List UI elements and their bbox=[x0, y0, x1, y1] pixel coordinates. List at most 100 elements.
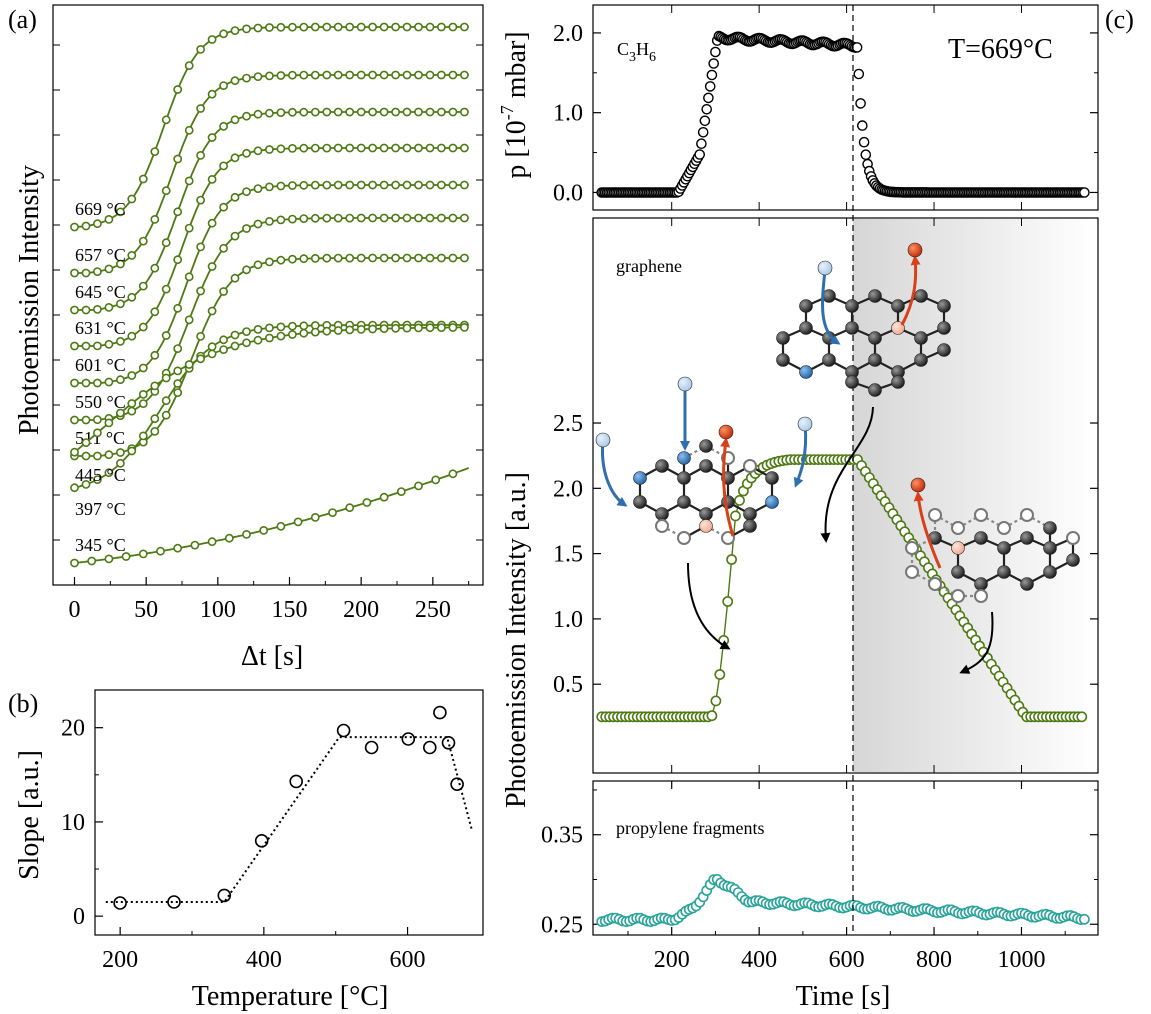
data-point bbox=[459, 253, 469, 263]
data-point bbox=[70, 305, 79, 315]
black-atom bbox=[765, 471, 779, 485]
data-point bbox=[230, 115, 240, 125]
data-point bbox=[276, 144, 286, 154]
data-point bbox=[70, 268, 79, 278]
data-point bbox=[230, 273, 240, 283]
data-point bbox=[116, 408, 125, 418]
data-point bbox=[448, 22, 458, 32]
data-point bbox=[184, 176, 194, 186]
series-line bbox=[74, 74, 469, 274]
black-atom bbox=[799, 321, 813, 335]
data-point bbox=[207, 133, 217, 142]
data-point bbox=[161, 331, 171, 340]
data-point bbox=[138, 399, 148, 408]
data-point bbox=[299, 180, 309, 190]
data-point bbox=[333, 107, 343, 117]
bond bbox=[1026, 514, 1051, 529]
data-point bbox=[379, 213, 389, 223]
data-point bbox=[299, 70, 309, 80]
data-point bbox=[173, 85, 183, 94]
series-label: 345 °C bbox=[75, 535, 126, 555]
data-point bbox=[264, 23, 274, 32]
vacancy-atom bbox=[1020, 508, 1034, 522]
graphene-label: graphene bbox=[616, 256, 682, 276]
data-point bbox=[402, 253, 412, 263]
data-point bbox=[161, 284, 171, 294]
data-point bbox=[104, 418, 114, 428]
data-point bbox=[336, 723, 351, 738]
black-atom bbox=[914, 331, 928, 345]
data-point bbox=[436, 70, 446, 80]
black-atom bbox=[937, 299, 951, 313]
data-point bbox=[150, 414, 160, 424]
data-point bbox=[113, 896, 127, 910]
data-point bbox=[242, 224, 251, 233]
data-point bbox=[1079, 187, 1090, 198]
data-point bbox=[81, 341, 91, 351]
data-point bbox=[87, 556, 97, 566]
data-point bbox=[173, 207, 183, 217]
black-atom bbox=[868, 289, 882, 303]
bond bbox=[934, 583, 959, 597]
data-point bbox=[173, 366, 183, 376]
panel-a-xlabel: Δt [s] bbox=[241, 641, 303, 672]
data-point bbox=[333, 180, 343, 190]
data-point bbox=[734, 494, 745, 506]
vacancy-atom bbox=[951, 521, 965, 535]
black-atom bbox=[951, 565, 965, 579]
x-tick-label: 250 bbox=[415, 597, 451, 623]
data-point bbox=[391, 22, 400, 32]
data-point bbox=[242, 338, 251, 348]
data-point bbox=[391, 107, 400, 117]
data-point bbox=[196, 286, 205, 296]
black-atom bbox=[974, 531, 988, 545]
black-atom bbox=[937, 343, 951, 357]
black-atom bbox=[677, 495, 691, 509]
data-point bbox=[276, 322, 286, 332]
data-point bbox=[276, 331, 286, 341]
data-point bbox=[368, 213, 377, 223]
panel-label-c: (c) bbox=[1105, 5, 1134, 34]
panel-c-bot-frame bbox=[592, 780, 1099, 936]
y-tick-label: 2.0 bbox=[553, 21, 583, 47]
data-point bbox=[127, 446, 137, 456]
data-point bbox=[81, 451, 91, 461]
data-point bbox=[104, 339, 114, 349]
data-point bbox=[230, 153, 240, 163]
data-point bbox=[414, 70, 423, 80]
data-point bbox=[161, 396, 171, 406]
data-point bbox=[425, 107, 435, 117]
data-point bbox=[402, 22, 412, 32]
data-point bbox=[368, 253, 377, 263]
data-point bbox=[333, 70, 343, 80]
data-point bbox=[299, 107, 309, 117]
data-point bbox=[116, 259, 125, 269]
red-atom bbox=[907, 242, 923, 258]
data-point bbox=[264, 108, 274, 118]
panel-b-frame bbox=[94, 689, 484, 936]
series-label: 657 °C bbox=[75, 245, 126, 265]
data-point bbox=[230, 341, 240, 351]
x-tick-label: 800 bbox=[916, 947, 952, 973]
data-point bbox=[356, 22, 366, 32]
data-point bbox=[161, 115, 171, 125]
black-atom bbox=[776, 331, 790, 345]
data-point bbox=[414, 22, 423, 32]
data-point bbox=[697, 127, 709, 138]
data-point bbox=[173, 344, 183, 353]
data-point bbox=[310, 180, 320, 190]
data-point bbox=[322, 213, 332, 223]
data-point bbox=[287, 254, 297, 264]
propylene-label: propylene fragments bbox=[616, 818, 764, 838]
data-point bbox=[391, 323, 400, 333]
data-point bbox=[253, 109, 263, 119]
vacancy-atom bbox=[743, 459, 757, 473]
blue-atom bbox=[765, 495, 779, 509]
data-point bbox=[173, 255, 183, 265]
data-point bbox=[93, 341, 102, 351]
data-point bbox=[425, 70, 435, 80]
data-point bbox=[1079, 913, 1090, 925]
black-atom bbox=[937, 321, 951, 335]
data-point bbox=[710, 46, 721, 58]
data-point bbox=[855, 98, 866, 109]
